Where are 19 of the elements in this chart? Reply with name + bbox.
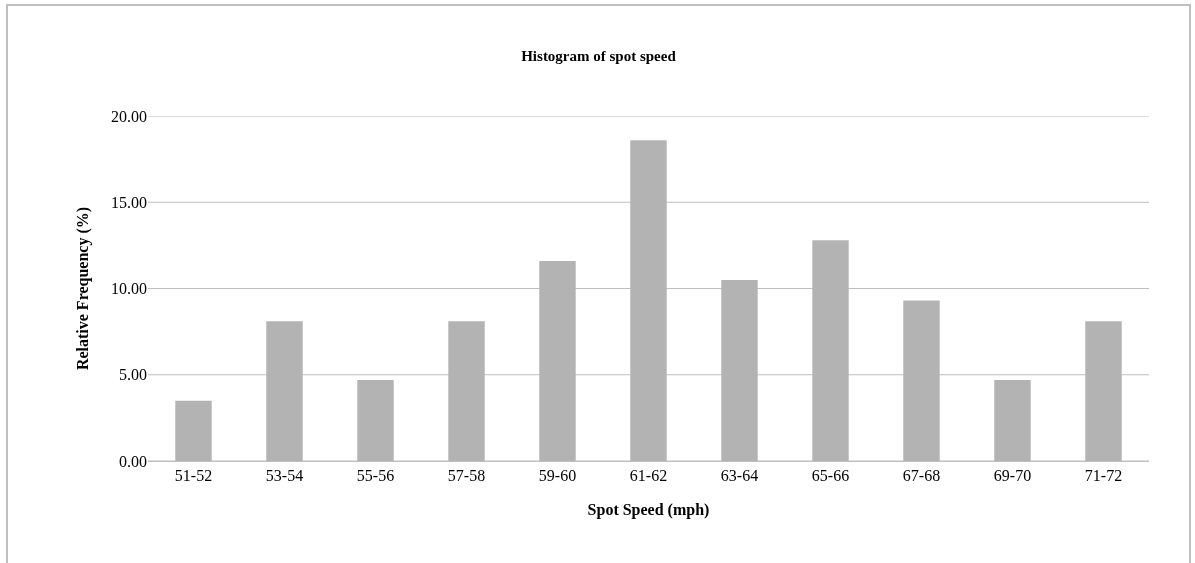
x-tick-label: 59-60	[538, 467, 577, 485]
x-tick-label: 63-64	[720, 467, 759, 485]
y-axis-title: Relative Frequency (%)	[73, 206, 92, 371]
x-tick-label: 61-62	[629, 467, 668, 485]
y-tick-label: 0.00	[119, 452, 147, 470]
x-axis-title: Spot Speed (mph)	[587, 500, 710, 519]
x-tick-label: 69-70	[993, 467, 1032, 485]
x-tick-label: 51-52	[174, 467, 213, 485]
y-tick-label: 10.00	[111, 280, 147, 298]
chart-title: Histogram of spot speed	[521, 47, 677, 64]
y-tick-label: 5.00	[119, 366, 147, 384]
x-tick-label: 71-72	[1084, 467, 1123, 485]
y-tick-label: 20.00	[111, 107, 147, 125]
x-tick-label: 55-56	[356, 467, 395, 485]
x-tick-label: 53-54	[265, 467, 304, 485]
x-tick-label: 65-66	[811, 467, 850, 485]
x-tick-label: 67-68	[902, 467, 941, 485]
x-tick-label: 57-58	[447, 467, 486, 485]
y-tick-label: 15.00	[111, 193, 147, 211]
